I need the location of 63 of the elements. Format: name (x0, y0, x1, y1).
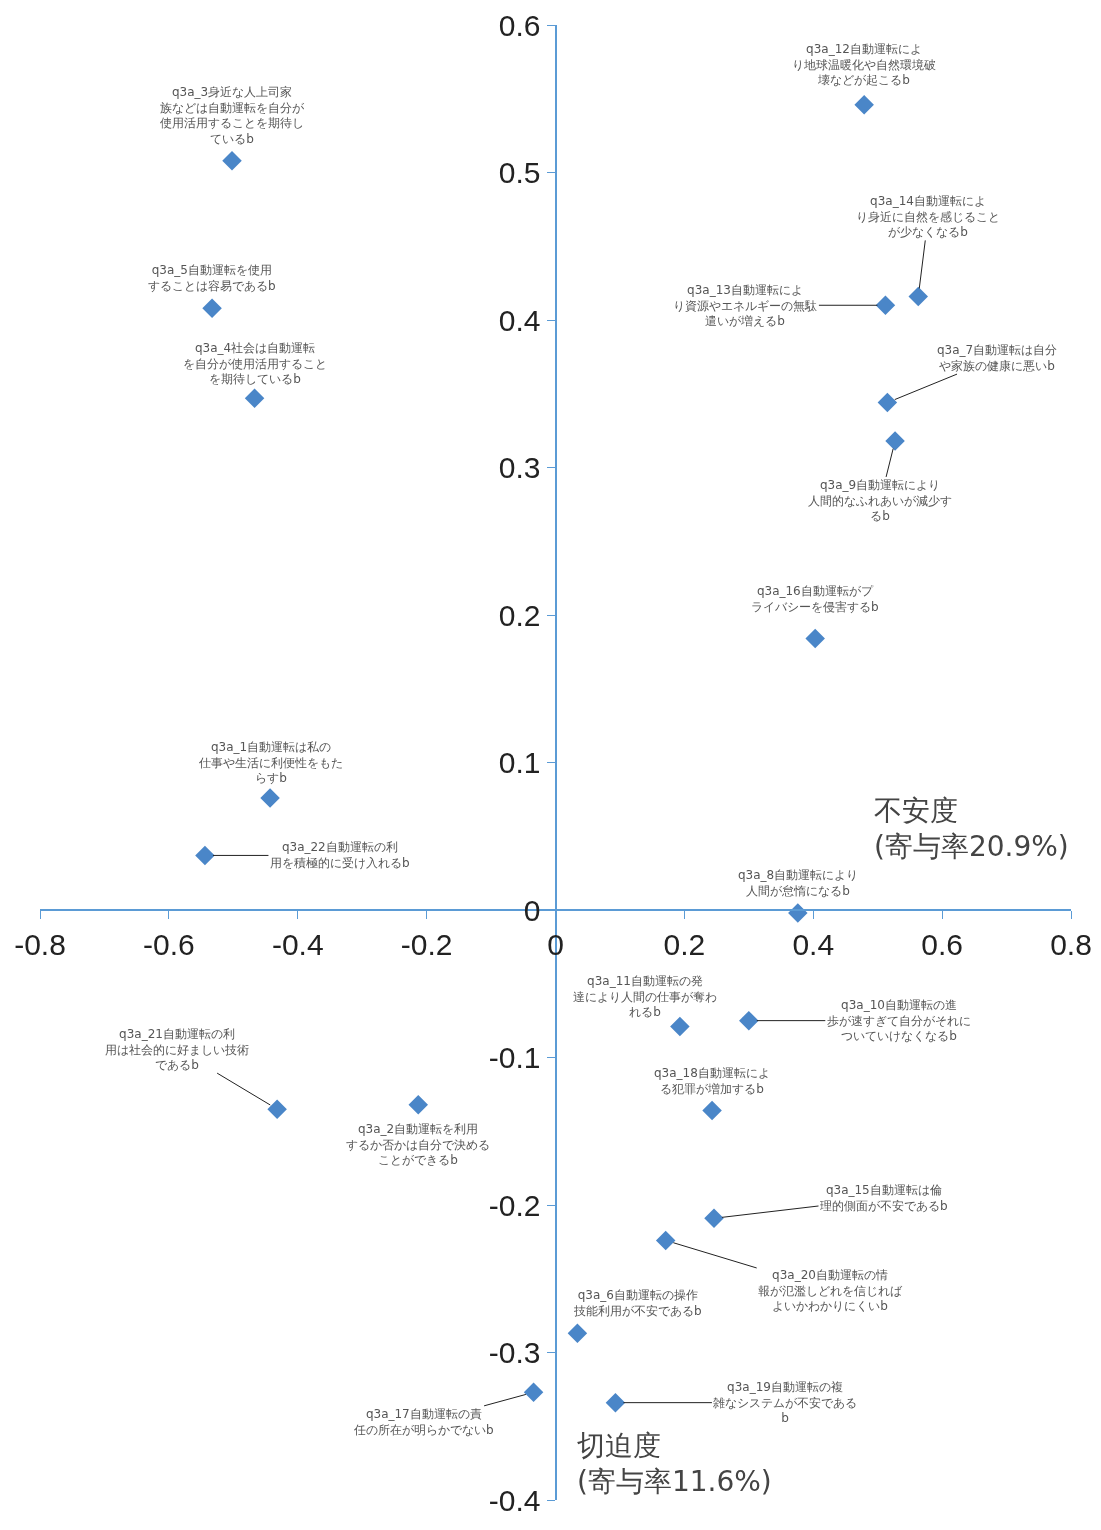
point (875, 295, 896, 315)
annotation: q3a_21自動運転の利用は社会的に好ましい技術であるb (105, 1027, 249, 1073)
y-tick-label: -0.4 (488, 1483, 541, 1517)
annotation: q3a_7自動運転は自分や家族の健康に悪いb (937, 343, 1058, 373)
point (523, 1382, 544, 1403)
y-tick-label: 0.4 (498, 303, 541, 337)
point (805, 628, 825, 649)
point (567, 1323, 588, 1344)
point (267, 1099, 287, 1119)
point (908, 286, 929, 307)
point (244, 388, 265, 408)
annotation: q3a_9自動運転により人間的なふれあいが減少するb (808, 478, 952, 524)
point (260, 788, 280, 808)
point (877, 392, 898, 413)
annotation: q3a_17自動運転の責任の所在が明らかでないb (353, 1407, 494, 1437)
annotation: q3a_3身近な人上司家族などは自動運転を自分が使用活用することを期待しているb (160, 85, 305, 146)
point (222, 150, 242, 171)
point (605, 1392, 626, 1413)
y-tick-label: 0.5 (498, 156, 541, 189)
point (655, 1230, 676, 1251)
annotation: q3a_13自動運転により資源やエネルギーの無駄遣いが増えるb (673, 283, 817, 329)
annotation: q3a_19自動運転の複雑なシステムが不安であるb (713, 1380, 857, 1426)
annotation: q3a_1自動運転は私の仕事や生活に利便性をもたらすb (198, 740, 343, 786)
y-tick-label: 0.6 (498, 8, 541, 42)
annotation: q3a_22自動運転の利用を積極的に受け入れるb (270, 840, 410, 870)
y-tick-label: 0.1 (498, 746, 541, 779)
point (702, 1100, 722, 1121)
y-tick-label: -0.2 (488, 1188, 541, 1222)
point (854, 94, 874, 115)
annotation: q3a_16自動運転がプライバシーを侵害するb (751, 584, 879, 614)
annotation: q3a_18自動運転による犯罪が増加するb (654, 1066, 770, 1096)
point (202, 298, 222, 318)
annotation: q3a_11自動運転の発達により人間の仕事が奪われるb (573, 974, 717, 1020)
x-tick-label: 0.8 (1050, 928, 1092, 961)
x-tick-label: -0.2 (400, 928, 453, 961)
annotation: q3a_4社会は自動運転を自分が使用活用することを期待しているb (183, 341, 327, 387)
point (704, 1208, 724, 1229)
annotation: q3a_10自動運転の進歩が速すぎて自分がそれについていけなくなるb (827, 998, 971, 1044)
x-tick-label: 0.4 (792, 928, 835, 961)
y-tick-label: 0.3 (498, 451, 541, 484)
annotation: q3a_6自動運転の操作技能利用が不安であるb (573, 1288, 702, 1318)
x-tick-label: 0.2 (663, 928, 706, 961)
x-tick-label: -0.6 (143, 928, 195, 961)
y-tick-label: -0.1 (488, 1041, 541, 1074)
annotation: q3a_20自動運転の情報が氾濫しどれを信じればよいかわかりにくいb (758, 1268, 903, 1314)
y-axis-title: 切迫度 (寄与率11.6%) (577, 1429, 772, 1499)
annotation: q3a_2自動運転を利用するか否かは自分で決めることができるb (346, 1122, 490, 1168)
annotation: q3a_8自動運転により人間が怠惰になるb (738, 868, 859, 898)
x-tick-label: -0.4 (271, 928, 324, 961)
annotation: q3a_15自動運転は倫理的側面が不安であるb (820, 1183, 948, 1213)
x-tick-label: 0.6 (921, 928, 963, 961)
annotation: q3a_14自動運転により身近に自然を感じることが少なくなるb (856, 194, 1000, 240)
point (885, 431, 905, 451)
y-tick-label: -0.3 (488, 1336, 541, 1369)
point (195, 845, 215, 866)
point (739, 1010, 759, 1031)
point (670, 1016, 690, 1037)
annotation: q3a_5自動運転を使用することは容易であるb (148, 263, 276, 293)
point (408, 1094, 428, 1115)
x-tick-label: -0.8 (14, 928, 66, 961)
annotation: q3a_12自動運転により地球温暖化や自然環境破壊などが起こるb (792, 42, 936, 88)
y-tick-label: 0.2 (498, 598, 541, 632)
x-axis-title: 不安度 (寄与率20.9%) (874, 794, 1069, 864)
